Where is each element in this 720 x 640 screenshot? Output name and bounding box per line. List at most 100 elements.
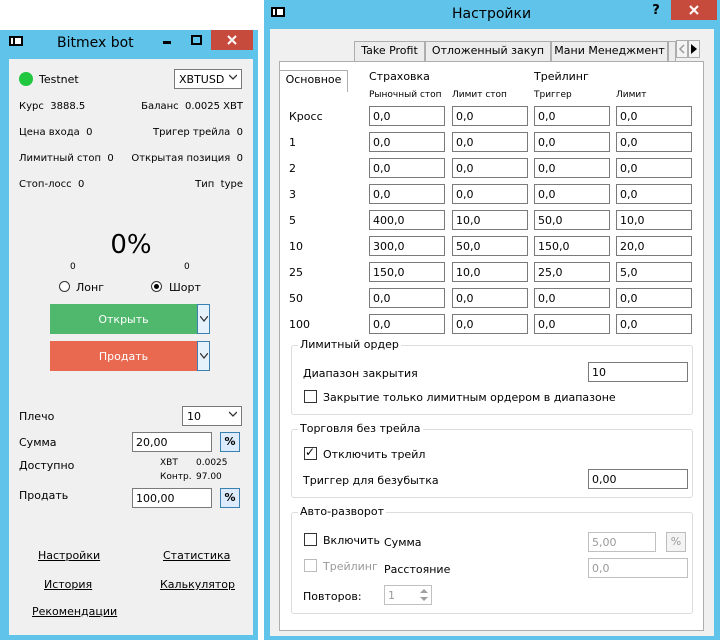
help-button[interactable]: ? [652, 2, 660, 18]
no-trail-group: Торговля без трейла Отключить трейл Триг… [291, 422, 693, 498]
auto-reverse-title: Авто-разворот [298, 505, 387, 518]
sell-button[interactable]: Продать [50, 341, 197, 371]
grid-cell-input[interactable]: 0,0 [616, 132, 692, 152]
maximize-icon [190, 35, 202, 45]
grid-cell-input[interactable]: 50,0 [452, 236, 528, 256]
leverage-select-value: 10 [187, 410, 201, 423]
sell-amount-input[interactable]: 100,00 [132, 488, 212, 508]
grid-cell-input[interactable]: 0,0 [369, 288, 445, 308]
trail-trigger-label: Тригер трейла 0 [153, 127, 243, 138]
grid-cell-input[interactable]: 10,0 [452, 210, 528, 230]
stop-loss-value: 0 [77, 179, 85, 190]
grid-cell-input[interactable]: 0,0 [452, 132, 528, 152]
grid-cell-input[interactable]: 0,0 [534, 132, 610, 152]
sell-percent-toggle[interactable]: % [220, 488, 240, 508]
grid-cell-input[interactable]: 0,0 [534, 184, 610, 204]
repeats-spinbox[interactable]: 1 [384, 585, 432, 605]
tab-basic[interactable]: Основное [279, 70, 348, 92]
long-radio[interactable] [59, 281, 70, 292]
grid-cell-input[interactable]: 0,0 [452, 184, 528, 204]
symbol-select[interactable]: XBTUSD [174, 69, 242, 89]
only-limit-checkbox[interactable] [304, 390, 317, 403]
available-label: Доступно [19, 459, 75, 472]
grid-cell-input[interactable]: 0,0 [534, 106, 610, 126]
auto-reverse-trailing-checkbox[interactable] [304, 559, 317, 572]
disable-trail-checkbox[interactable] [304, 445, 317, 460]
tab-scroll-left-button[interactable] [676, 40, 688, 58]
grid-cell-input[interactable]: 0,0 [534, 288, 610, 308]
close-button[interactable] [211, 30, 253, 50]
tab-take-profit[interactable]: Take Profit [354, 41, 425, 61]
auto-reverse-sum-label: Сумма [384, 536, 422, 549]
open-position-value: 0 [236, 153, 243, 164]
grid-cell-input[interactable]: 0,0 [616, 314, 692, 334]
type-label: Тип type [195, 179, 243, 190]
tab-scroll-right-button[interactable] [688, 40, 700, 58]
close-range-input[interactable]: 10 [588, 362, 688, 382]
window-menu-icon[interactable] [271, 7, 285, 17]
grid-cell-input[interactable]: 300,0 [369, 236, 445, 256]
bot-client-area: Testnet XBTUSD Курс 3888.5 Баланс 0.0025… [9, 59, 253, 635]
auto-reverse-sum-input[interactable]: 5,00 [588, 532, 656, 552]
grid-cell-input[interactable]: 150,0 [369, 262, 445, 282]
grid-cell-input[interactable]: 0,0 [616, 158, 692, 178]
recommendations-link[interactable]: Рекомендации [32, 605, 118, 618]
spin-arrows-icon[interactable] [419, 587, 429, 603]
grid-cell-input[interactable]: 10,0 [616, 210, 692, 230]
limit-stop-value: 0 [107, 153, 114, 164]
grid-cell-input[interactable]: 150,0 [534, 236, 610, 256]
grid-cell-input[interactable]: 20,0 [616, 236, 692, 256]
grid-cell-input[interactable]: 0,0 [452, 106, 528, 126]
tab-money-management[interactable]: Мани Менеджмент [551, 41, 668, 61]
leverage-select[interactable]: 10 [182, 406, 242, 426]
grid-cell-input[interactable]: 50,0 [534, 210, 610, 230]
history-link[interactable]: История [44, 578, 93, 591]
grid-cell-input[interactable]: 0,0 [369, 106, 445, 126]
minimize-button[interactable] [153, 30, 181, 50]
grid-cell-input[interactable]: 0,0 [369, 158, 445, 178]
maximize-button[interactable] [182, 30, 210, 50]
calculator-link[interactable]: Калькулятор [160, 578, 235, 591]
network-label: Testnet [39, 73, 79, 86]
grid-cell-input[interactable]: 25,0 [534, 262, 610, 282]
auto-reverse-distance-input[interactable]: 0,0 [588, 558, 688, 578]
grid-cell-input[interactable]: 5,0 [616, 262, 692, 282]
grid-cell-input[interactable]: 10,0 [452, 262, 528, 282]
grid-cell-input[interactable]: 0,0 [369, 184, 445, 204]
statistics-link[interactable]: Статистика [163, 549, 231, 562]
short-radio[interactable] [151, 281, 162, 292]
settings-window-title: Настройки [452, 6, 532, 22]
grid-row-label: 1 [289, 136, 296, 149]
grid-cell-input[interactable]: 400,0 [369, 210, 445, 230]
repeats-label: Повторов: [303, 590, 362, 603]
grid-cell-input[interactable]: 0,0 [369, 132, 445, 152]
auto-reverse-percent-toggle[interactable]: % [666, 532, 686, 552]
grid-cell-input[interactable]: 0,0 [616, 288, 692, 308]
grid-cell-input[interactable]: 0,0 [452, 158, 528, 178]
grid-cell-input[interactable]: 0,0 [534, 158, 610, 178]
sum-input[interactable]: 20,00 [132, 432, 212, 452]
sell-dropdown-button[interactable] [197, 341, 210, 371]
settings-client-area: Основное Take Profit Отложенный закуп Ма… [270, 29, 714, 636]
open-button[interactable]: Открыть [50, 304, 197, 334]
grid-cell-input[interactable]: 0,0 [534, 314, 610, 334]
grid-cell-input[interactable]: 0,0 [452, 314, 528, 334]
grid-row-label: 10 [289, 240, 303, 253]
settings-link[interactable]: Настройки [38, 549, 101, 562]
tab-overflow [668, 41, 676, 61]
auto-reverse-enable-checkbox[interactable] [304, 533, 317, 546]
chevron-down-icon [229, 74, 237, 80]
grid-cell-input[interactable]: 0,0 [369, 314, 445, 334]
grid-cell-input[interactable]: 0,0 [616, 106, 692, 126]
sum-percent-toggle[interactable]: % [220, 432, 240, 452]
limit-order-title: Лимитный ордер [298, 338, 401, 351]
tab-deferred-buy[interactable]: Отложенный закуп [425, 41, 551, 61]
breakeven-trigger-input[interactable]: 0,00 [588, 469, 688, 489]
grid-cell-input[interactable]: 0,0 [452, 288, 528, 308]
window-menu-icon[interactable] [9, 36, 23, 46]
settings-close-button[interactable] [671, 0, 717, 20]
grid-cell-input[interactable]: 0,0 [616, 184, 692, 204]
open-dropdown-button[interactable] [197, 304, 210, 334]
profit-percent: 0% [110, 230, 152, 260]
trail-trigger-value: 0 [236, 127, 243, 138]
